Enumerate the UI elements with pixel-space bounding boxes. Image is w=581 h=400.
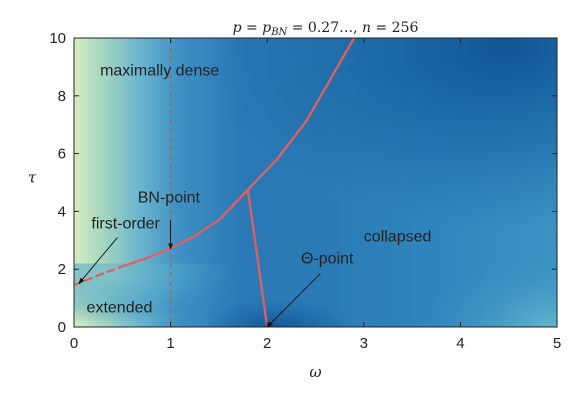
phase-boundary-first-order-dashed bbox=[74, 265, 124, 287]
x-axis: 0 1 2 3 4 5 bbox=[70, 38, 561, 352]
x-tick-label: 5 bbox=[553, 335, 561, 352]
heatmap-dense-region bbox=[218, 38, 557, 241]
arrow-layer bbox=[78, 220, 321, 328]
y-axis: 0 2 4 6 8 10 bbox=[49, 30, 557, 336]
y-tick-label: 4 bbox=[58, 203, 66, 220]
x-tick-label: 3 bbox=[360, 335, 368, 352]
x-axis-label: ω bbox=[309, 363, 321, 381]
phase-boundary-dense-to-collapsed bbox=[246, 38, 356, 191]
y-tick-label: 10 bbox=[49, 30, 66, 47]
x-tick-label: 0 bbox=[70, 335, 78, 352]
heatmap-background bbox=[74, 38, 557, 327]
x-tick-label: 2 bbox=[263, 335, 271, 352]
annotation-maximally-dense: maximally dense bbox=[100, 63, 219, 80]
annotation-theta-point: Θ-point bbox=[301, 250, 354, 267]
y-tick-label: 0 bbox=[58, 319, 66, 336]
annotation-first-order: first-order bbox=[91, 216, 160, 233]
annotation-collapsed: collapsed bbox=[364, 229, 432, 246]
theta-point-arrow bbox=[266, 273, 321, 328]
y-tick-label: 8 bbox=[58, 88, 66, 105]
y-tick-label: 2 bbox=[58, 261, 66, 278]
plot-frame bbox=[73, 37, 558, 328]
x-tick-label: 1 bbox=[166, 335, 174, 352]
heatmap-collapsed-light-region bbox=[363, 225, 557, 327]
y-tick-label: 6 bbox=[58, 146, 66, 163]
annotation-layer: maximally dense BN-point first-order collap… bbox=[87, 63, 432, 317]
annotation-bn-point: BN-point bbox=[138, 190, 201, 207]
chart-title: p = pBN = 0.27…, n = 256 bbox=[233, 20, 419, 38]
phase-boundary-theta-line bbox=[246, 188, 269, 327]
y-axis-label: τ bbox=[28, 169, 37, 187]
phase-boundary-layer bbox=[74, 38, 356, 327]
x-tick-label: 4 bbox=[456, 335, 464, 352]
annotation-extended: extended bbox=[87, 300, 153, 317]
phase-boundary-extended-to-dense bbox=[121, 188, 250, 268]
first-order-arrow bbox=[78, 237, 118, 285]
heatmap-theta-region bbox=[209, 280, 345, 327]
